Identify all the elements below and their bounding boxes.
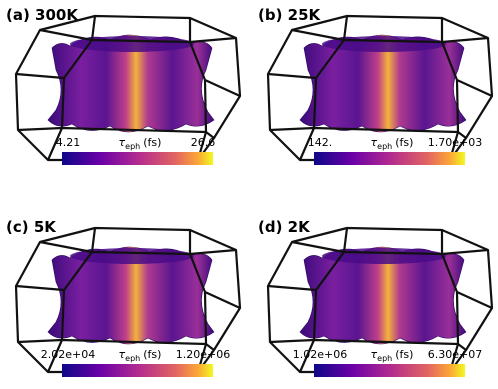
wire-top (267, 15, 493, 98)
cb-subscript: eph (125, 354, 140, 363)
cb-unit: (fs) (143, 136, 161, 149)
wireframe (14, 226, 242, 374)
colorbar-max: 6.30e+07 (428, 348, 482, 361)
colorbar-min: 4.21 (56, 136, 81, 149)
panel-label: (c) 5K (6, 218, 57, 236)
cb-symbol: τ (119, 348, 126, 361)
cb-subscript: eph (377, 354, 392, 363)
wireframe (14, 14, 242, 162)
colorbar-min: 1.02e+06 (293, 348, 347, 361)
wire-inner (269, 77, 467, 161)
wireframe (266, 14, 494, 162)
colorbar-max: 26.6 (191, 136, 216, 149)
cb-unit: (fs) (143, 348, 161, 361)
colorbar (62, 152, 213, 165)
colorbar-min: 2.02e+04 (41, 348, 95, 361)
wire-top (15, 15, 241, 98)
wire-top (15, 227, 241, 310)
panel: (b) 25K 142. 1.70e+03 τeph (fs) (258, 6, 494, 165)
colorbar-max: 1.20e+06 (176, 348, 230, 361)
cb-unit: (fs) (395, 348, 413, 361)
panel-label: (a) 300K (6, 6, 79, 24)
wireframe (266, 226, 494, 374)
cb-subscript: eph (377, 142, 392, 151)
panel-label: (b) 25K (258, 6, 322, 24)
colorbar-title: τeph (fs) (371, 348, 414, 363)
wire-inner (17, 289, 215, 373)
panel: (c) 5K 2.02e+04 1.20e+06 τeph (fs) (6, 218, 242, 377)
cb-symbol: τ (371, 348, 378, 361)
colorbar-title: τeph (fs) (119, 348, 162, 363)
cb-unit: (fs) (395, 136, 413, 149)
colorbar (314, 152, 465, 165)
colorbar (314, 364, 465, 377)
colorbar (62, 364, 213, 377)
panel: (a) 300K 4.21 26.6 τeph (fs) (6, 6, 242, 165)
colorbar-title: τeph (fs) (371, 136, 414, 151)
colorbar-title: τeph (fs) (119, 136, 162, 151)
colorbar-max: 1.70e+03 (428, 136, 482, 149)
cb-symbol: τ (119, 136, 126, 149)
wire-inner (17, 77, 215, 161)
wire-inner (269, 289, 467, 373)
panel: (d) 2K 1.02e+06 6.30e+07 τeph (fs) (258, 218, 494, 377)
colorbar-min: 142. (308, 136, 333, 149)
cb-subscript: eph (125, 142, 140, 151)
wire-top (267, 227, 493, 310)
cb-symbol: τ (371, 136, 378, 149)
panel-label: (d) 2K (258, 218, 311, 236)
